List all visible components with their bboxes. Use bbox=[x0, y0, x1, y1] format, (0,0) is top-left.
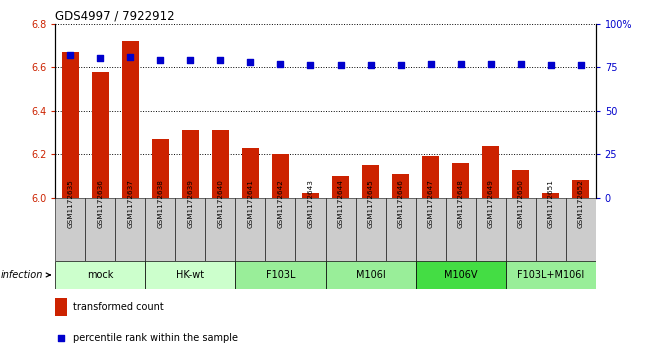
Point bbox=[215, 57, 226, 63]
Bar bbox=[212, 130, 229, 198]
Text: GSM1172635: GSM1172635 bbox=[67, 179, 74, 228]
Text: infection: infection bbox=[1, 270, 50, 280]
Bar bbox=[332, 176, 349, 198]
Point bbox=[425, 61, 436, 66]
Text: GSM1172637: GSM1172637 bbox=[128, 179, 133, 228]
Text: GSM1172649: GSM1172649 bbox=[488, 179, 493, 228]
Point bbox=[305, 62, 316, 68]
Text: GSM1172636: GSM1172636 bbox=[98, 179, 104, 228]
Point bbox=[95, 56, 105, 61]
Point bbox=[516, 61, 526, 66]
Text: GSM1172639: GSM1172639 bbox=[187, 179, 193, 228]
Text: HK-wt: HK-wt bbox=[176, 270, 204, 280]
Bar bbox=[452, 163, 469, 198]
Bar bbox=[152, 139, 169, 198]
Text: GSM1172643: GSM1172643 bbox=[307, 179, 314, 228]
Bar bbox=[62, 52, 79, 198]
Bar bbox=[542, 193, 559, 198]
Point bbox=[186, 57, 196, 63]
Bar bbox=[145, 198, 175, 261]
Bar bbox=[175, 198, 206, 261]
Bar bbox=[122, 41, 139, 198]
Bar bbox=[85, 198, 115, 261]
Text: M106I: M106I bbox=[355, 270, 385, 280]
Bar bbox=[362, 165, 379, 198]
Bar bbox=[536, 198, 566, 261]
Point bbox=[395, 62, 406, 68]
Bar bbox=[326, 198, 355, 261]
Bar bbox=[506, 261, 596, 289]
Bar bbox=[572, 180, 589, 198]
Bar bbox=[506, 198, 536, 261]
Text: GSM1172640: GSM1172640 bbox=[217, 179, 223, 228]
Point bbox=[245, 59, 256, 65]
Point bbox=[65, 52, 76, 58]
Text: GSM1172648: GSM1172648 bbox=[458, 179, 464, 228]
Bar bbox=[415, 198, 445, 261]
Bar bbox=[385, 198, 415, 261]
Text: GSM1172645: GSM1172645 bbox=[368, 179, 374, 228]
Point bbox=[546, 62, 556, 68]
Text: GSM1172647: GSM1172647 bbox=[428, 179, 434, 228]
Bar bbox=[296, 198, 326, 261]
Bar bbox=[236, 261, 326, 289]
Bar bbox=[92, 72, 109, 198]
Bar bbox=[55, 198, 85, 261]
Bar bbox=[415, 261, 506, 289]
Bar bbox=[326, 261, 415, 289]
Text: GSM1172651: GSM1172651 bbox=[547, 179, 553, 228]
Text: GSM1172644: GSM1172644 bbox=[337, 179, 344, 228]
Text: F103L: F103L bbox=[266, 270, 295, 280]
Point bbox=[575, 62, 586, 68]
Bar bbox=[266, 198, 296, 261]
Point bbox=[155, 57, 165, 63]
Bar bbox=[355, 198, 385, 261]
Bar bbox=[206, 198, 236, 261]
Bar bbox=[445, 198, 476, 261]
Bar bbox=[512, 170, 529, 198]
Text: F103L+M106I: F103L+M106I bbox=[517, 270, 584, 280]
Bar bbox=[302, 193, 319, 198]
Text: percentile rank within the sample: percentile rank within the sample bbox=[73, 334, 238, 343]
Text: GDS4997 / 7922912: GDS4997 / 7922912 bbox=[55, 9, 175, 23]
Text: GSM1172650: GSM1172650 bbox=[518, 179, 523, 228]
Text: GSM1172642: GSM1172642 bbox=[277, 179, 283, 228]
Text: GSM1172646: GSM1172646 bbox=[398, 179, 404, 228]
Bar bbox=[115, 198, 145, 261]
Point bbox=[486, 61, 496, 66]
Point bbox=[125, 54, 135, 60]
Point bbox=[365, 62, 376, 68]
Text: M106V: M106V bbox=[444, 270, 477, 280]
Bar bbox=[236, 198, 266, 261]
Point bbox=[374, 180, 385, 186]
Bar bbox=[242, 148, 258, 198]
Point bbox=[456, 61, 466, 66]
Bar bbox=[422, 156, 439, 198]
Text: GSM1172641: GSM1172641 bbox=[247, 179, 253, 228]
Text: GSM1172638: GSM1172638 bbox=[158, 179, 163, 228]
Bar bbox=[55, 261, 145, 289]
Text: transformed count: transformed count bbox=[73, 302, 163, 312]
Bar bbox=[566, 198, 596, 261]
Bar bbox=[182, 130, 199, 198]
Text: GSM1172652: GSM1172652 bbox=[577, 179, 584, 228]
Bar bbox=[482, 146, 499, 198]
Bar bbox=[272, 154, 289, 198]
Bar bbox=[476, 198, 506, 261]
Point bbox=[335, 62, 346, 68]
Bar bbox=[55, 298, 67, 316]
Point bbox=[275, 61, 286, 66]
Text: mock: mock bbox=[87, 270, 113, 280]
Bar bbox=[145, 261, 236, 289]
Bar bbox=[393, 174, 409, 198]
